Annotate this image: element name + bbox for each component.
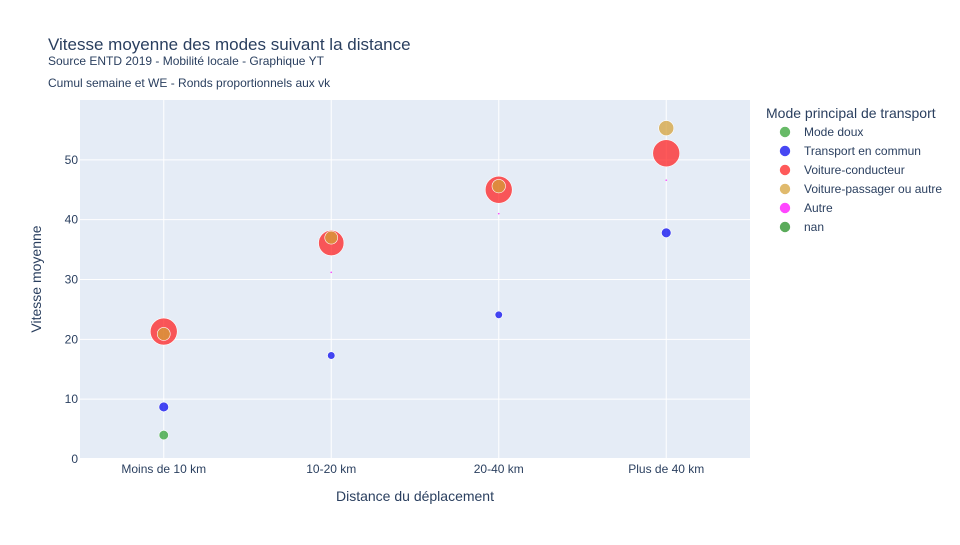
chart-subtitle: Source ENTD 2019 - Mobilité locale - Gra… xyxy=(48,54,325,68)
plot-area: 0 10 20 30 40 50 Moins de 10 km 10-20 km 20-40 k… xyxy=(65,100,750,476)
legend-label-mode-doux: Mode doux xyxy=(804,125,863,139)
legend-label-nan: nan xyxy=(804,220,824,234)
legend-marker-mode-doux xyxy=(779,126,791,138)
point-mode-doux xyxy=(158,430,169,441)
point-transport-en-commun xyxy=(327,351,336,360)
legend-title: Mode principal de transport xyxy=(766,105,936,121)
point-autre xyxy=(665,179,668,181)
point-voiture-passager-ou-autre xyxy=(658,120,675,136)
legend-marker-transport-en-commun xyxy=(779,145,791,157)
point-voiture-passager-ou-autre xyxy=(324,230,339,245)
legend-marker-voiture-conducteur xyxy=(779,164,791,176)
legend-label-voiture-conducteur: Voiture-conducteur xyxy=(804,163,905,177)
y-tick-label: 10 xyxy=(65,392,79,406)
legend-marker-nan xyxy=(779,221,791,233)
point-voiture-conducteur xyxy=(652,139,681,168)
y-tick-label: 0 xyxy=(71,452,78,466)
x-tick-label: Plus de 40 km xyxy=(628,462,704,476)
legend-marker-voiture-passager-ou-autre xyxy=(779,183,791,195)
point-transport-en-commun xyxy=(158,401,169,413)
legend-label-voiture-passager-ou-autre: Voiture-passager ou autre xyxy=(804,182,942,196)
point-transport-en-commun xyxy=(494,310,503,319)
legend-label-transport-en-commun: Transport en commun xyxy=(804,144,921,158)
legend-marker-autre xyxy=(779,202,791,214)
y-tick-label: 40 xyxy=(65,213,79,227)
point-voiture-passager-ou-autre xyxy=(156,327,171,341)
point-transport-en-commun xyxy=(661,227,672,238)
y-tick-label: 50 xyxy=(65,153,79,167)
x-tick-label: 10-20 km xyxy=(306,462,356,476)
point-autre xyxy=(497,212,500,215)
point-voiture-passager-ou-autre xyxy=(491,179,506,194)
x-tick-label: 20-40 km xyxy=(474,462,524,476)
legend-label-autre: Autre xyxy=(804,201,833,215)
chart-title: Vitesse moyenne des modes suivant la dis… xyxy=(48,35,411,54)
x-axis-label: Distance du déplacement xyxy=(336,488,494,504)
legend: Mode principal de transport Mode doux Tra… xyxy=(766,105,942,234)
y-axis-label: Vitesse moyenne xyxy=(28,225,44,332)
chart-annotation: Cumul semaine et WE - Ronds proportionne… xyxy=(48,76,331,90)
y-tick-label: 30 xyxy=(65,273,79,287)
x-tick-label: Moins de 10 km xyxy=(121,462,206,476)
point-autre xyxy=(330,271,333,274)
y-tick-label: 20 xyxy=(65,332,79,346)
